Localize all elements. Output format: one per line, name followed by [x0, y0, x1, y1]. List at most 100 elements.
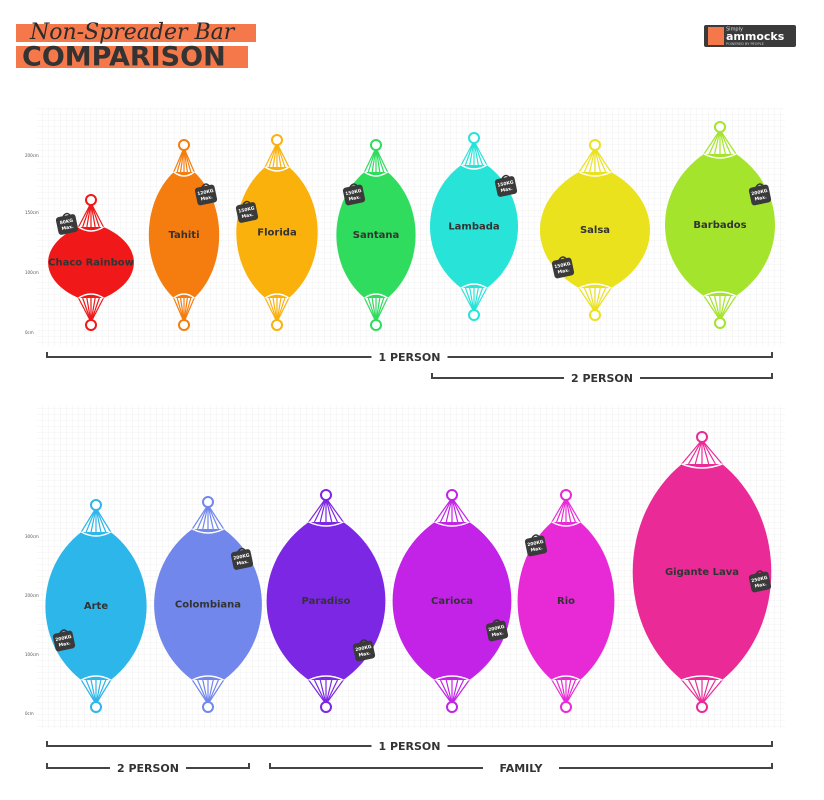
spreader-arc	[308, 521, 344, 527]
ring	[696, 431, 708, 443]
ring	[560, 489, 572, 501]
weight-tag	[748, 184, 772, 206]
ring	[589, 139, 601, 151]
fan-string	[183, 297, 195, 323]
ring	[446, 701, 458, 713]
fan-string	[90, 679, 97, 705]
spreader-arc	[681, 675, 723, 681]
spreader-arc	[578, 171, 612, 177]
fan-string	[375, 147, 381, 173]
fan-string	[578, 147, 596, 173]
fan-string	[85, 507, 97, 533]
fan-string	[371, 297, 377, 323]
hammock-body	[266, 522, 386, 680]
ring	[85, 194, 97, 206]
fan-string	[207, 679, 220, 705]
fan-string	[95, 507, 112, 533]
spreader-arc	[264, 293, 290, 299]
spreader-arc	[173, 293, 195, 299]
fan-string	[701, 439, 710, 465]
fan-string	[268, 142, 278, 168]
spreader-arc	[434, 521, 470, 527]
fan-string	[560, 497, 567, 523]
ring	[320, 701, 332, 713]
hammock-body	[632, 464, 772, 680]
ring	[85, 319, 97, 331]
fan-string	[207, 504, 220, 530]
weight-tag-text: Max.	[58, 640, 71, 648]
fan-string	[371, 147, 377, 173]
weight-tag-text: 120KG	[197, 188, 215, 197]
logo-box	[704, 25, 796, 47]
fan-string	[264, 142, 278, 168]
ring	[589, 309, 601, 321]
fan-string	[325, 497, 339, 523]
spreader-arc	[364, 293, 388, 299]
hammock-name: Salsa	[580, 225, 610, 236]
spreader-arc	[460, 283, 488, 289]
fan-string	[451, 497, 459, 523]
fan-string	[95, 507, 102, 533]
group-label-bg	[564, 371, 640, 385]
weight-tag	[494, 176, 518, 197]
hammock-name: Chaco Rainbow	[48, 258, 134, 269]
weight-tag	[230, 549, 254, 570]
fan-string	[451, 679, 465, 705]
axis-label: 150cm	[25, 210, 39, 215]
fan-string	[276, 142, 282, 168]
fan-string	[594, 147, 601, 173]
fan-string	[183, 147, 195, 173]
weight-tag-text: Max.	[200, 194, 213, 202]
fan-string	[719, 295, 726, 321]
fan-string	[551, 679, 567, 705]
group-label: 1 PERSON	[378, 740, 440, 753]
fan-string	[694, 679, 703, 705]
weight-tag-text: 200KG	[233, 552, 251, 561]
ring	[468, 132, 480, 144]
fan-string	[434, 679, 453, 705]
axis-label: 100cm	[25, 270, 39, 275]
ring	[696, 701, 708, 713]
weight-tag-text: 150KG	[238, 205, 256, 214]
fan-string	[276, 142, 290, 168]
weight-tag	[342, 184, 366, 206]
hammock-name: Gigante Lava	[665, 567, 739, 578]
spreader-arc	[551, 675, 581, 681]
ring	[370, 139, 382, 151]
fan-string	[445, 679, 453, 705]
weight-tag-text: 200KG	[55, 634, 73, 643]
fan-string	[202, 504, 209, 530]
spreader-arc	[308, 675, 344, 681]
ring	[370, 319, 382, 331]
fan-string	[367, 297, 377, 323]
fan-string	[207, 679, 214, 705]
fan-string	[308, 679, 327, 705]
logo-tagline: POWERED BY PEOPLE	[726, 42, 764, 46]
fan-string	[272, 297, 278, 323]
ring	[468, 309, 480, 321]
hammock-body	[430, 165, 518, 288]
fan-string	[451, 497, 465, 523]
fan-string	[565, 497, 572, 523]
fan-string	[363, 147, 377, 173]
ring	[271, 134, 283, 146]
fan-string	[375, 147, 389, 173]
logo-icon	[708, 27, 724, 45]
weight-tag-text: Max.	[358, 650, 371, 658]
weight-tag-text: 250KG	[751, 575, 769, 584]
fan-string	[565, 679, 581, 705]
weight-tag-text: Max.	[500, 186, 513, 194]
ring	[714, 317, 726, 329]
fan-string	[313, 679, 327, 705]
fan-string	[90, 297, 105, 323]
ring	[90, 701, 102, 713]
hammock-name: Arte	[84, 601, 108, 612]
weight-tag-text: Max.	[236, 559, 249, 567]
fan-string	[90, 202, 105, 228]
fan-string	[594, 287, 612, 313]
fan-string	[681, 439, 703, 465]
